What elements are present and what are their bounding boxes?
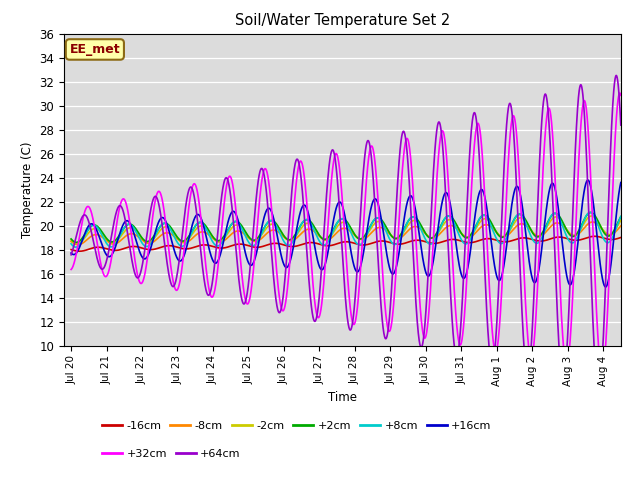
Legend: +32cm, +64cm: +32cm, +64cm <box>97 445 245 464</box>
+64cm <box>278 302 285 308</box>
+8cm <box>130 226 138 231</box>
Line: +2cm: +2cm <box>71 213 621 242</box>
-16cm <box>547 236 555 241</box>
+64cm <box>595 388 602 394</box>
Y-axis label: Temperature (C): Temperature (C) <box>20 141 34 238</box>
Line: +8cm: +8cm <box>71 213 621 247</box>
+64cm <box>130 266 138 272</box>
+64cm <box>612 72 620 78</box>
+32cm <box>278 307 285 312</box>
+2cm <box>72 240 80 245</box>
-8cm <box>547 224 555 229</box>
-8cm <box>589 219 596 225</box>
Line: +32cm: +32cm <box>71 93 621 372</box>
+8cm <box>278 235 286 241</box>
+8cm <box>67 241 75 247</box>
-16cm <box>617 235 625 240</box>
+2cm <box>163 221 170 227</box>
Line: +16cm: +16cm <box>71 180 621 287</box>
-8cm <box>130 231 138 237</box>
-2cm <box>278 231 286 237</box>
-16cm <box>607 237 614 242</box>
+16cm <box>617 180 625 185</box>
-8cm <box>607 232 614 238</box>
-2cm <box>74 240 81 246</box>
+32cm <box>617 93 625 98</box>
Title: Soil/Water Temperature Set 2: Soil/Water Temperature Set 2 <box>235 13 450 28</box>
+2cm <box>130 224 138 229</box>
Line: -2cm: -2cm <box>71 216 621 243</box>
+8cm <box>586 210 594 216</box>
-8cm <box>278 232 286 238</box>
+2cm <box>302 217 310 223</box>
-8cm <box>163 230 170 236</box>
-2cm <box>617 217 625 223</box>
-16cm <box>302 240 310 246</box>
+2cm <box>278 230 286 236</box>
+2cm <box>607 232 614 238</box>
-16cm <box>278 241 286 247</box>
+2cm <box>587 210 595 216</box>
-8cm <box>302 227 310 233</box>
+32cm <box>130 249 138 255</box>
-2cm <box>67 237 75 243</box>
+8cm <box>72 244 79 250</box>
+16cm <box>67 250 75 256</box>
-16cm <box>67 247 75 252</box>
+64cm <box>163 255 170 261</box>
-2cm <box>163 224 170 230</box>
Text: EE_met: EE_met <box>70 43 120 56</box>
-8cm <box>67 239 75 244</box>
+2cm <box>547 214 555 219</box>
-2cm <box>547 217 555 223</box>
+8cm <box>163 221 170 227</box>
+32cm <box>598 370 606 375</box>
+16cm <box>602 284 609 290</box>
+32cm <box>302 187 310 193</box>
+8cm <box>617 214 625 219</box>
Line: -16cm: -16cm <box>71 236 621 251</box>
+32cm <box>67 266 75 272</box>
-2cm <box>302 221 310 227</box>
Line: +64cm: +64cm <box>71 75 621 391</box>
-2cm <box>607 232 614 238</box>
+16cm <box>302 204 310 209</box>
+16cm <box>547 182 555 188</box>
+16cm <box>163 220 170 226</box>
-16cm <box>130 243 138 249</box>
+64cm <box>606 156 614 162</box>
-16cm <box>76 248 83 254</box>
+8cm <box>547 213 555 219</box>
+16cm <box>278 255 285 261</box>
+16cm <box>607 266 614 272</box>
+2cm <box>617 214 625 219</box>
-2cm <box>588 213 595 219</box>
+2cm <box>67 236 75 242</box>
+32cm <box>616 90 623 96</box>
+32cm <box>163 226 170 232</box>
-2cm <box>130 226 138 232</box>
-16cm <box>591 233 598 239</box>
+8cm <box>607 238 614 244</box>
+32cm <box>547 113 555 119</box>
+8cm <box>302 217 310 223</box>
-8cm <box>74 242 82 248</box>
+32cm <box>606 249 614 255</box>
+64cm <box>617 122 625 128</box>
X-axis label: Time: Time <box>328 391 357 404</box>
-8cm <box>617 223 625 229</box>
+16cm <box>130 230 138 236</box>
+64cm <box>67 252 75 258</box>
+64cm <box>302 233 310 239</box>
Line: -8cm: -8cm <box>71 222 621 245</box>
-16cm <box>163 243 170 249</box>
+16cm <box>584 177 591 183</box>
+64cm <box>547 153 555 159</box>
